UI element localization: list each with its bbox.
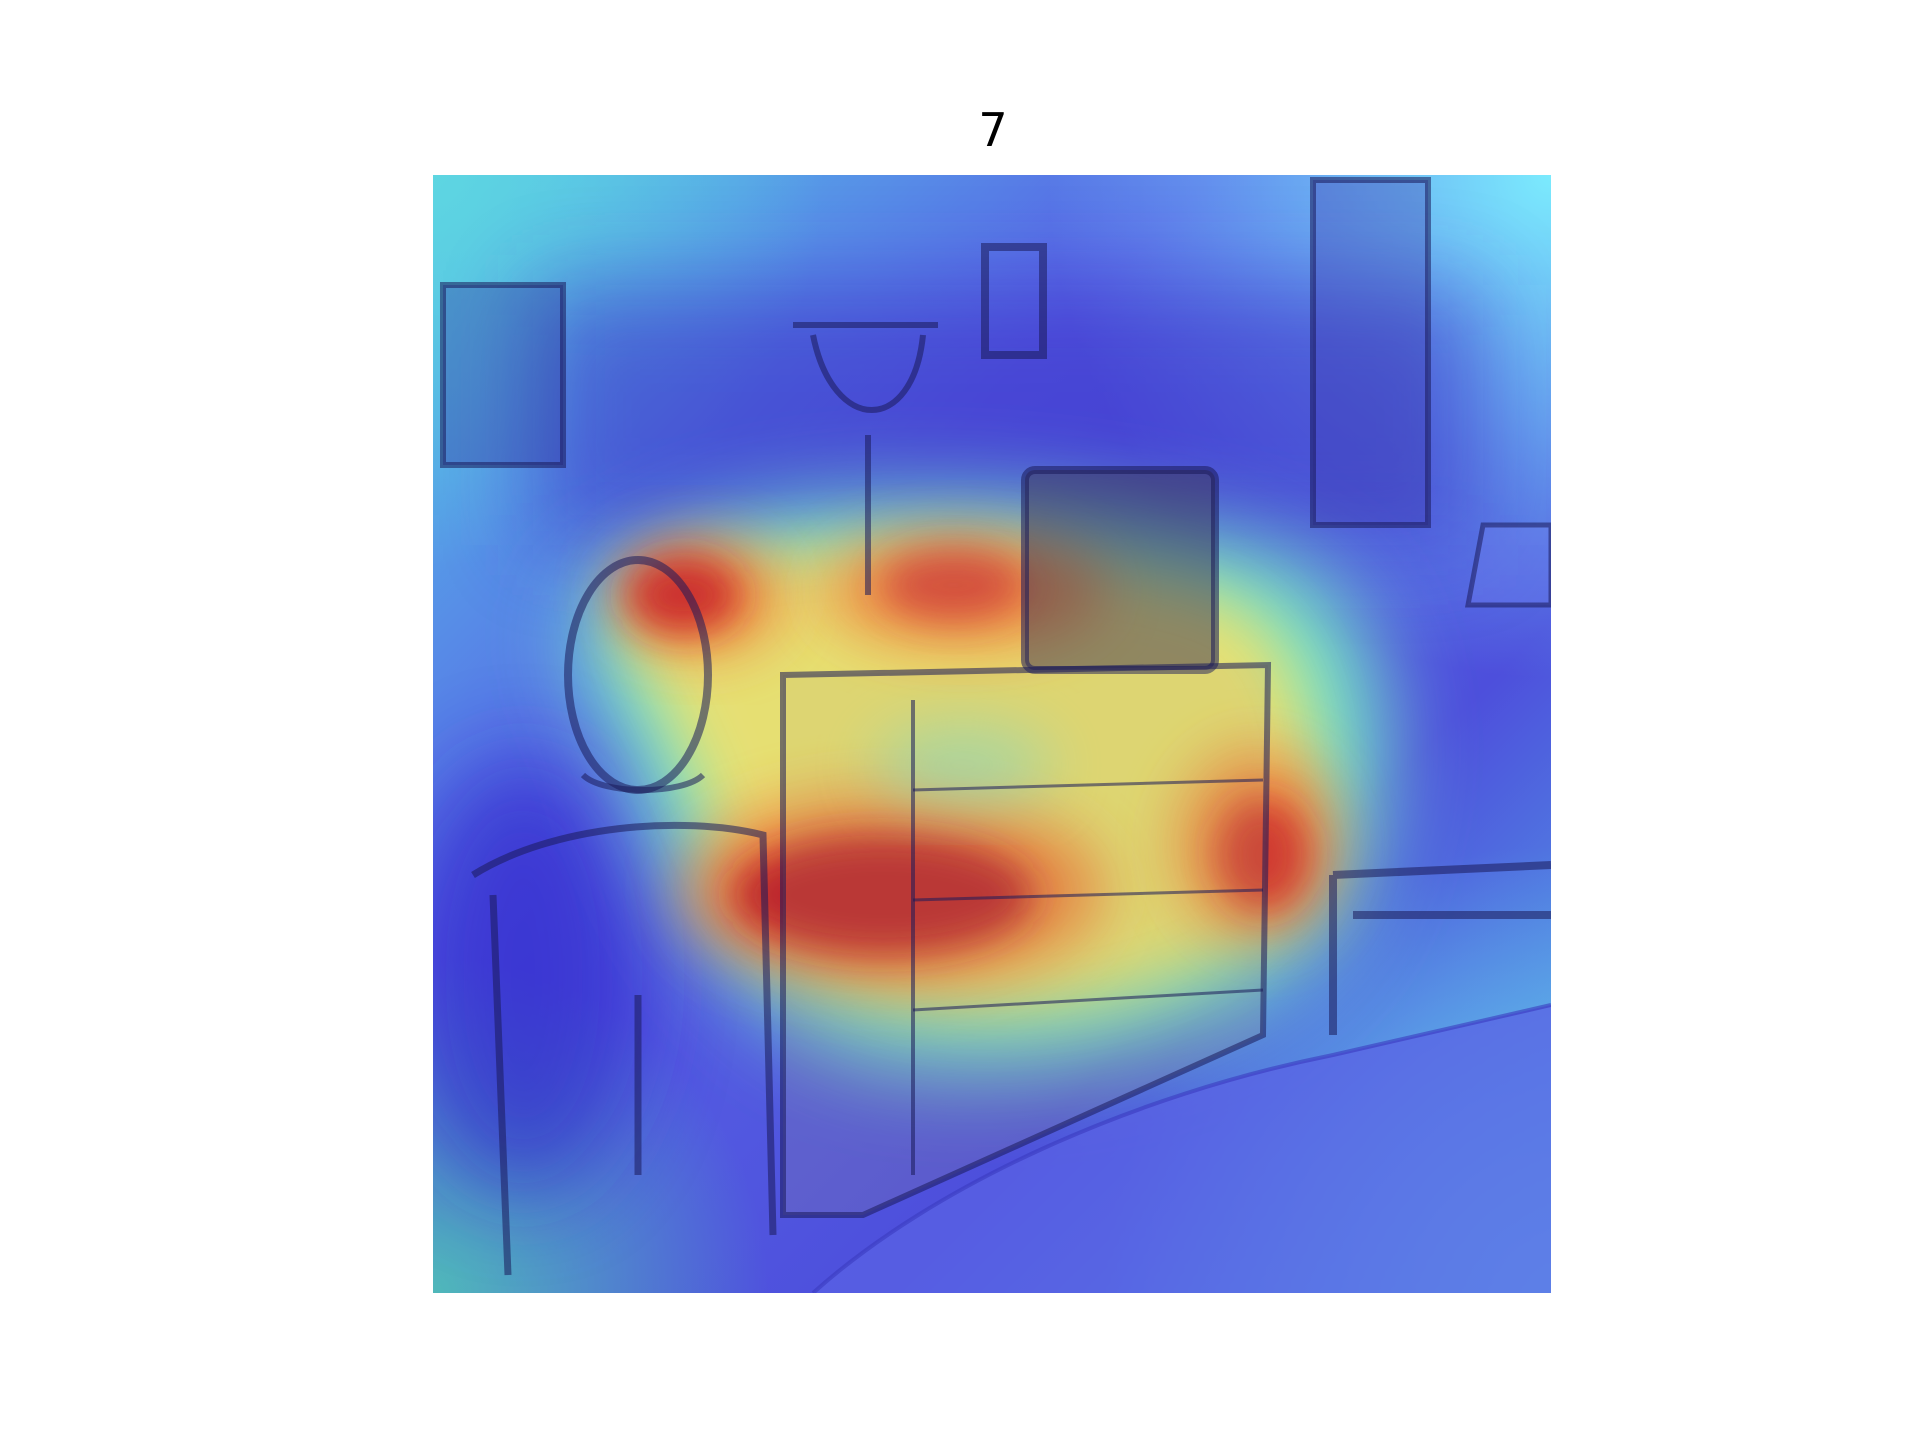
heatmap-image [433, 175, 1551, 1293]
heatmap-overlay-bedroom-icon [433, 175, 1551, 1293]
figure-title: 7 [978, 103, 1008, 157]
